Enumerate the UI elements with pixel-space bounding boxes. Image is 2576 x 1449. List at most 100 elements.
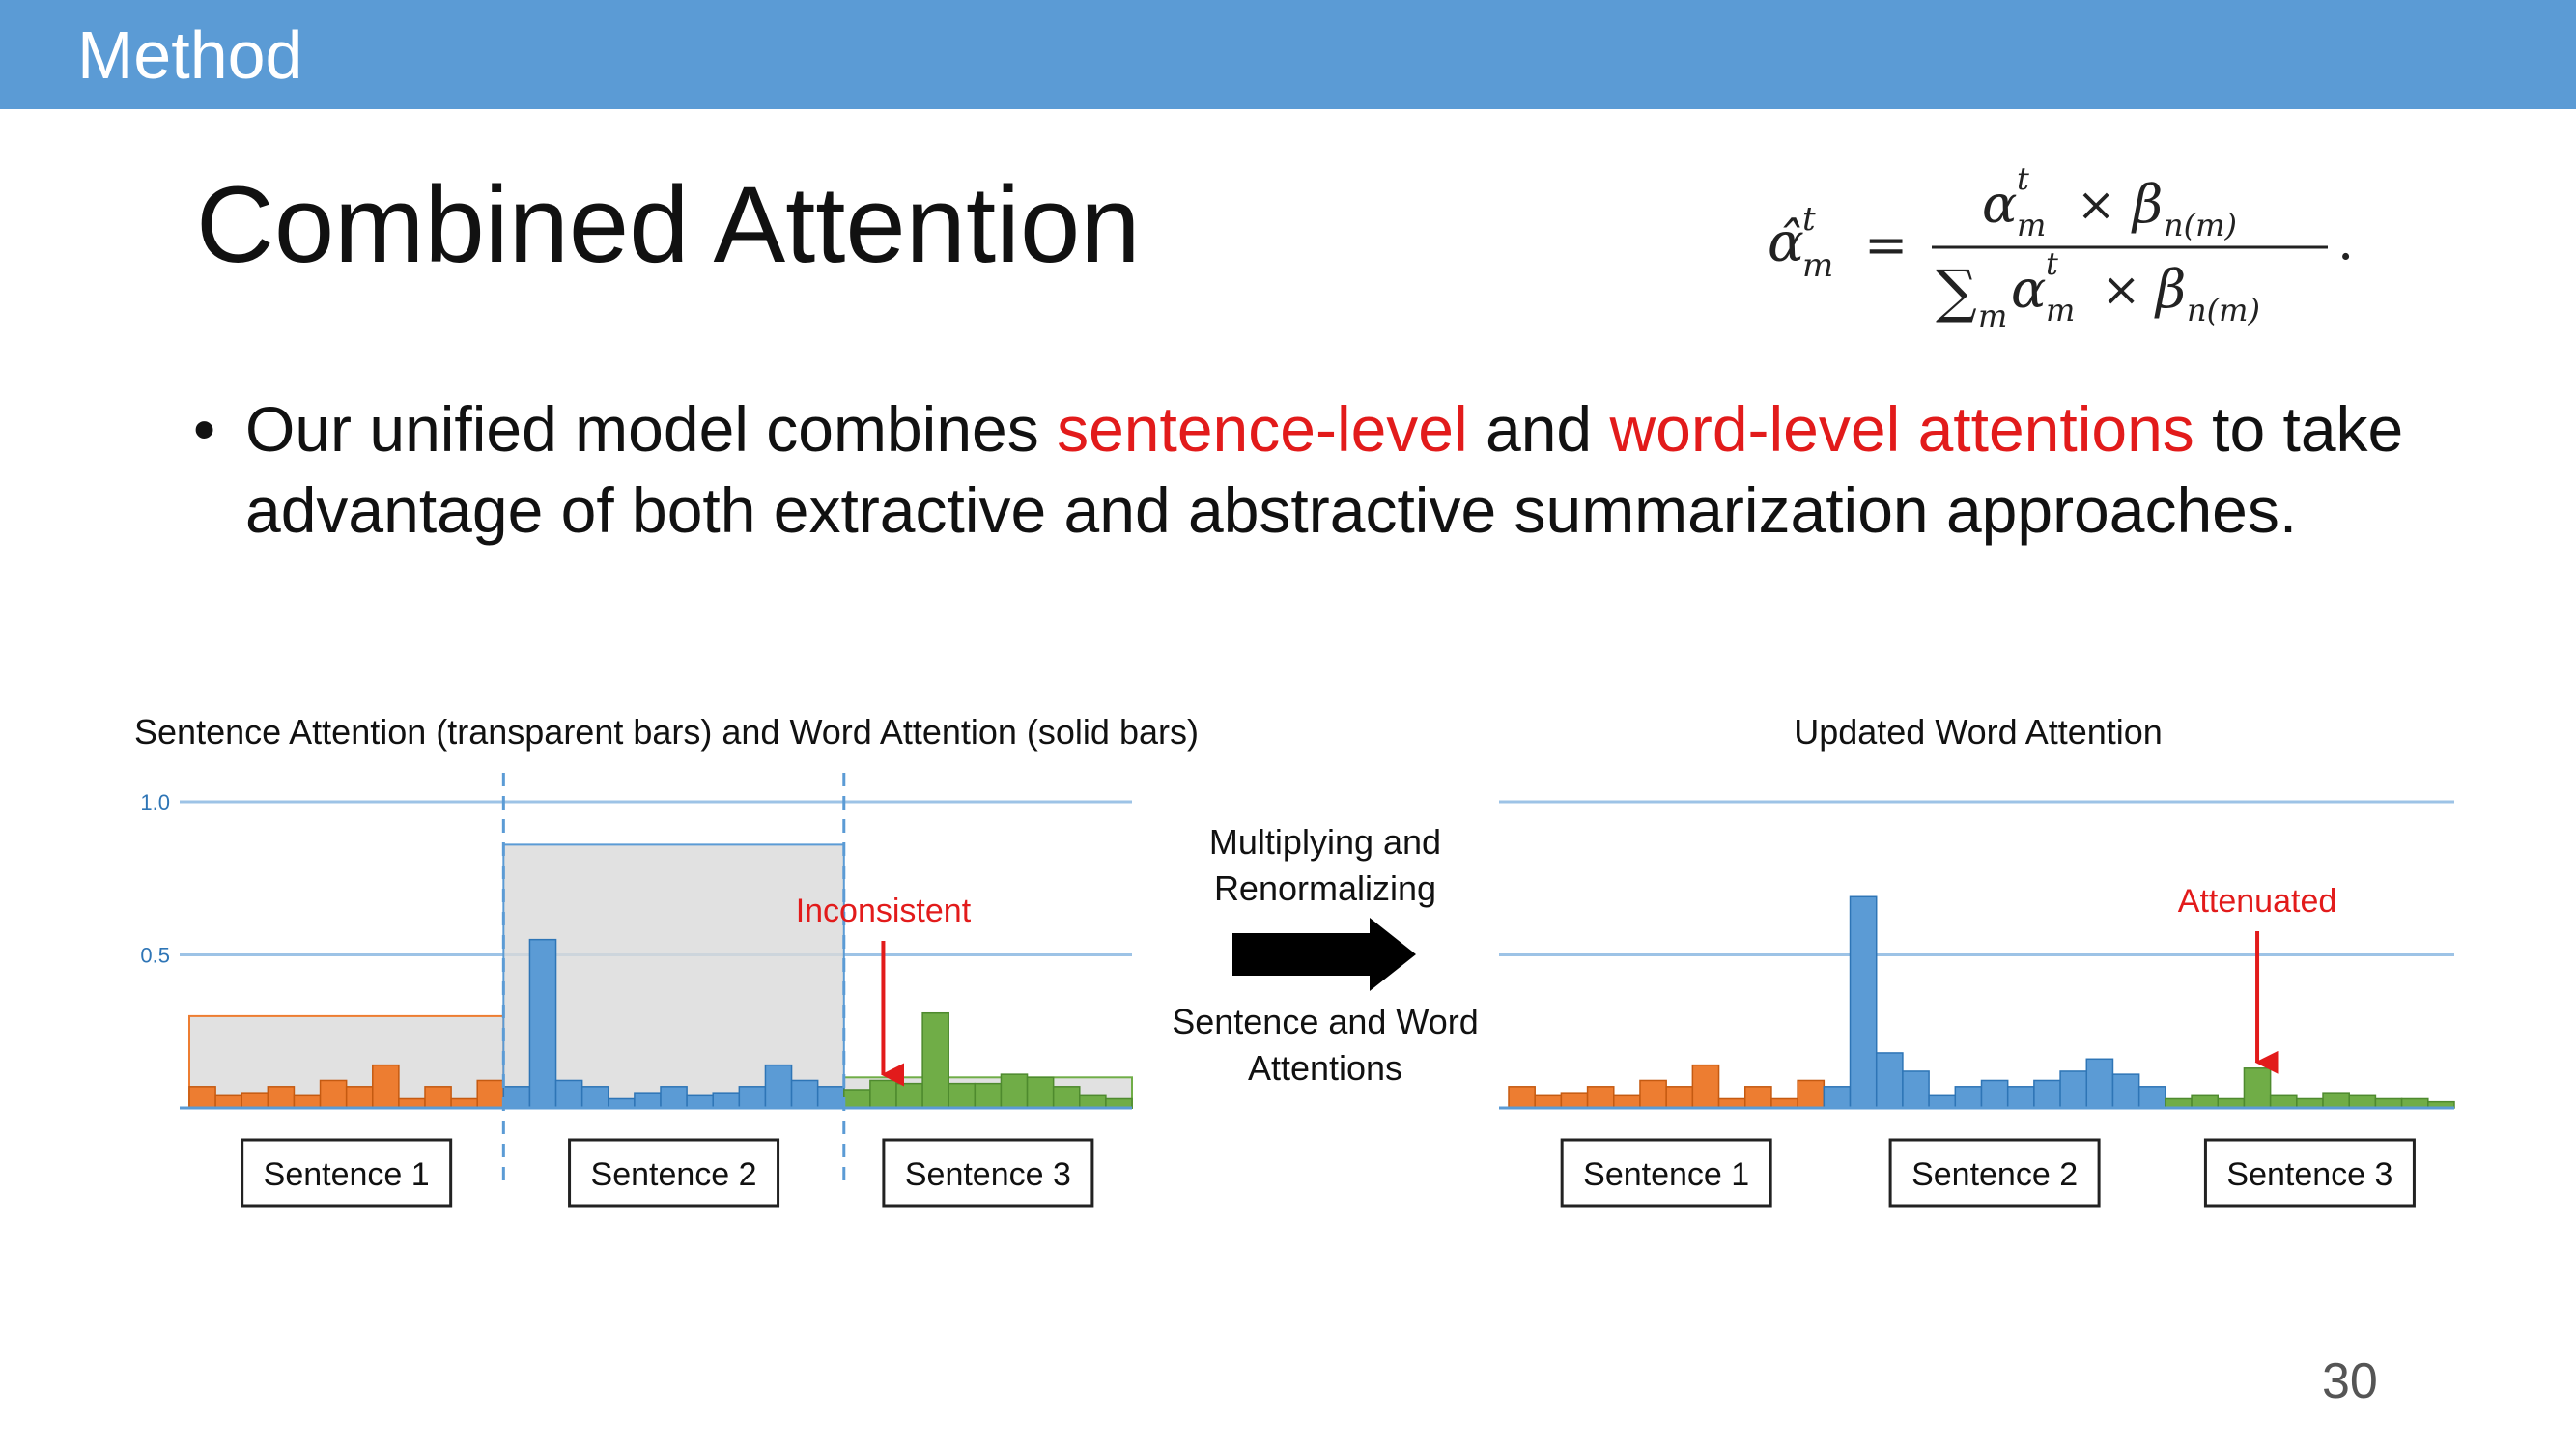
formula-equals: =: [1864, 214, 1908, 275]
word-attention-bar: [1691, 1064, 1720, 1109]
word-attention-bar: [921, 1011, 949, 1109]
word-attention-bar: [241, 1092, 269, 1109]
formula-num-beta-sub: n(m): [2164, 207, 2237, 243]
word-attention-bar: [2085, 1058, 2114, 1109]
word-attention-bar: [974, 1082, 1003, 1109]
word-attention-bar: [554, 1079, 583, 1109]
bullet-dot: •: [193, 393, 216, 465]
word-attention-bar: [580, 1086, 609, 1109]
transform-arrow: Multiplying and Renormalizing Sentence a…: [1172, 822, 1479, 1088]
formula-den-alpha: α: [2011, 259, 2046, 320]
chart-title: Sentence Attention (transparent bars) an…: [134, 712, 1199, 752]
word-attention-bar: [1639, 1079, 1667, 1109]
sentence-label: Sentence 2: [1911, 1156, 2078, 1193]
word-attention-bar: [1823, 1086, 1852, 1109]
formula-den-sup: t: [2046, 245, 2058, 282]
word-attention-bar: [686, 1094, 714, 1109]
sentence-attention-bar: [502, 843, 845, 1109]
word-attention-bar: [2269, 1094, 2298, 1109]
word-attention-bar: [372, 1064, 400, 1109]
word-attention-bar: [738, 1086, 767, 1109]
chart-title: Updated Word Attention: [1794, 712, 2163, 752]
word-attention-bar: [1744, 1086, 1772, 1109]
header-bar: Method: [0, 0, 2576, 109]
formula-lhs-sub: m: [1802, 246, 1833, 285]
formula-den-sum-sub: m: [1978, 298, 2007, 334]
word-attention-bar: [345, 1086, 374, 1109]
bullet-text-part1: Our unified model combines: [245, 393, 1058, 465]
word-attention-bar: [2243, 1067, 2272, 1109]
word-attention-bar: [1586, 1086, 1615, 1109]
formula-num-times: ×: [2077, 178, 2115, 232]
slide-title: Combined Attention: [196, 164, 1141, 285]
word-attention-bar: [1052, 1086, 1081, 1109]
sentence-label-box: [568, 1138, 780, 1208]
sentence-label: Sentence 2: [591, 1156, 757, 1193]
word-attention-bar: [895, 1082, 923, 1109]
word-attention-bar: [712, 1092, 741, 1109]
word-attention-bar: [188, 1086, 216, 1109]
transform-label-line4: Attentions: [1248, 1048, 1402, 1088]
word-attention-bar: [1665, 1086, 1694, 1109]
word-attention-bar: [2348, 1094, 2377, 1109]
word-attention-bar: [816, 1086, 845, 1109]
word-attention-bar: [1797, 1079, 1826, 1109]
bullet-text-part2: and: [1467, 393, 1610, 465]
word-attention-bar: [2111, 1073, 2140, 1109]
word-attention-bar: [790, 1079, 819, 1109]
word-attention-bar: [1849, 895, 1878, 1109]
word-attention-bar: [2137, 1086, 2166, 1109]
word-attention-bar: [2033, 1079, 2061, 1109]
sentence-label: Sentence 1: [264, 1156, 430, 1193]
formula-den-sum: ∑: [1936, 258, 1977, 326]
word-attention-bar: [948, 1082, 977, 1109]
sentence-label-box: [2203, 1138, 2416, 1208]
word-attention-bar: [1613, 1094, 1641, 1109]
formula-lhs-sup: t: [1802, 200, 1816, 239]
word-attention-bar: [1079, 1094, 1107, 1109]
annotation-label: Inconsistent: [796, 893, 972, 929]
word-attention-bar: [2059, 1070, 2088, 1109]
word-attention-bar: [1560, 1092, 1589, 1109]
attention-figure: Sentence Attention (transparent bars) an…: [134, 712, 2455, 1208]
sentence-label-box: [1560, 1138, 1772, 1208]
word-attention-bar: [843, 1089, 871, 1109]
updated-word-attention-chart: Updated Word Attention Sentence 1 Sentence…: [1499, 712, 2455, 1208]
annotation-label: Attenuated: [2178, 883, 2336, 920]
word-attention-bar: [1902, 1070, 1930, 1109]
word-attention-bar: [1508, 1086, 1536, 1109]
formula-num-sup: t: [2017, 160, 2029, 197]
word-attention-bar: [293, 1094, 322, 1109]
word-attention-bar: [1026, 1076, 1055, 1109]
word-attention-bar: [2322, 1092, 2350, 1109]
section-label: Method: [77, 17, 303, 93]
transform-label-line2: Renormalizing: [1214, 868, 1436, 908]
bullet-text: Our unified model combines sentence-leve…: [245, 388, 2409, 551]
y-tick-label: 1.0: [140, 790, 170, 814]
word-attention-bar: [424, 1086, 452, 1109]
bullet-text-part3: to take advantage of both extractive and…: [245, 393, 2404, 546]
word-attention-bar: [764, 1064, 793, 1109]
bullet-highlight-word-level: word-level attentions: [1609, 393, 2194, 465]
attention-formula: α̂ t m = α t m × β n(m) ∑ m α t m × β n(…: [1768, 160, 2354, 334]
word-attention-bar: [1875, 1052, 1904, 1109]
formula-period: .: [2337, 211, 2354, 271]
word-attention-bar: [2191, 1094, 2220, 1109]
sentence-label: Sentence 1: [1583, 1156, 1749, 1193]
bullet-highlight-sentence-level: sentence-level: [1057, 393, 1468, 465]
formula-num-beta: β: [2131, 174, 2163, 235]
formula-den-beta: β: [2154, 259, 2186, 320]
word-attention-bar: [502, 1086, 531, 1109]
transform-label-line3: Sentence and Word: [1172, 1002, 1479, 1041]
sentence-label-box: [1888, 1138, 2101, 1208]
word-attention-bar: [214, 1094, 242, 1109]
formula-lhs: α̂: [1768, 212, 1804, 274]
word-attention-bar: [2006, 1086, 2035, 1109]
word-attention-bar: [528, 938, 557, 1109]
word-attention-bar: [1000, 1073, 1029, 1109]
formula-den-sub: m: [2046, 292, 2075, 328]
right-arrow-icon: [1232, 918, 1416, 991]
sentence-label-box: [882, 1138, 1094, 1208]
word-attention-bar: [660, 1086, 688, 1109]
formula-den-times: ×: [2102, 263, 2140, 317]
